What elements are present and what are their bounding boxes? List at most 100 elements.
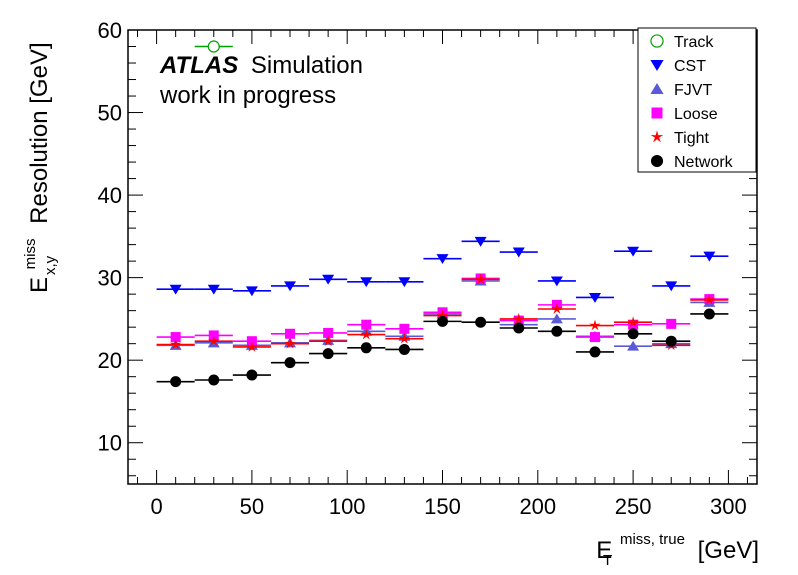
network-point: [627, 328, 639, 340]
legend-marker-tight: [650, 130, 664, 143]
tight-point: [474, 273, 487, 285]
cst-point: [322, 274, 335, 285]
svg-text:E miss Resolution: E miss Resolution [GeV]: [14, 42, 53, 293]
y-tick-label: 50: [98, 101, 122, 126]
x-tick-label: 0: [150, 494, 162, 519]
x-axis-label-base: E: [596, 537, 612, 564]
y-axis-label-sup: miss: [22, 238, 39, 269]
loose-point: [666, 318, 677, 329]
network-point: [665, 335, 677, 347]
atlas-simulation-label: Simulation: [251, 52, 363, 79]
tight-point: [398, 332, 411, 344]
tight-point: [284, 337, 296, 349]
tight-point: [551, 303, 563, 314]
cst-point: [512, 247, 525, 258]
cst-point: [474, 236, 487, 247]
cst-point: [703, 251, 716, 262]
network-point: [551, 325, 563, 337]
tight-point: [246, 340, 258, 352]
network-point: [513, 322, 525, 334]
cst-point: [588, 292, 601, 303]
network-point: [208, 374, 220, 386]
x-tick-label: 250: [615, 494, 652, 519]
cst-point: [360, 277, 373, 288]
legend-marker-network: [650, 154, 664, 168]
cst-point: [398, 277, 411, 288]
y-axis-label-base: E: [26, 277, 53, 293]
y-tick-label: 60: [98, 18, 122, 43]
cst-point: [550, 276, 563, 287]
legend-entry-loose: Loose: [651, 106, 718, 123]
legend-label-network: Network: [674, 154, 734, 171]
loose-point: [589, 332, 600, 343]
network-point: [703, 308, 715, 320]
legend-marker-loose: [651, 107, 663, 119]
x-axis-label: E miss, true [GeV]: [596, 523, 759, 564]
series-tight: [156, 273, 729, 352]
network-point: [589, 346, 601, 358]
x-tick-label: 100: [329, 494, 366, 519]
tight-point: [627, 316, 639, 328]
network-point: [437, 315, 448, 327]
cst-point: [207, 284, 220, 295]
network-point: [246, 369, 258, 381]
network-point: [360, 342, 372, 354]
cst-point: [245, 286, 258, 297]
legend-entry-track: Track: [650, 34, 714, 51]
legend-entry-fjvt: FJVT: [650, 82, 712, 99]
legend-label-loose: Loose: [674, 106, 718, 123]
series-track: [194, 40, 233, 53]
data-marks: [156, 40, 729, 388]
cst-point: [627, 246, 640, 257]
loose-point: [628, 319, 639, 330]
legend-entry-tight: Tight: [650, 130, 710, 147]
loose-point: [285, 328, 296, 339]
y-tick-label: 40: [98, 183, 122, 208]
atlas-annotation: ATLAS Simulation: [159, 52, 363, 79]
legend-entry-cst: CST: [650, 58, 706, 75]
tight-point: [322, 335, 334, 347]
legend-label-cst: CST: [674, 58, 706, 75]
legend-box: [637, 27, 757, 173]
atlas-experiment: ATLAS: [159, 52, 238, 79]
tight-point: [169, 338, 182, 350]
y-axis-label: E miss Resolution [GeV] x,y: [14, 42, 59, 293]
loose-point: [361, 319, 372, 330]
network-point: [475, 316, 487, 328]
legend-label-tight: Tight: [674, 130, 710, 147]
series-network: [156, 308, 729, 388]
x-tick-label: 150: [424, 494, 461, 519]
tight-point: [208, 335, 220, 347]
network-point: [322, 348, 334, 360]
legend-entry-network: Network: [650, 154, 734, 171]
cst-point: [284, 281, 297, 292]
loose-point: [399, 323, 410, 334]
y-axis-label-text: Resolution [GeV]: [26, 42, 53, 223]
y-tick-label: 30: [98, 266, 122, 291]
cst-point: [169, 284, 182, 295]
tight-point: [436, 309, 449, 321]
y-tick-label: 20: [98, 348, 122, 373]
loose-point: [170, 332, 181, 343]
y-tick-label: 10: [98, 431, 122, 456]
legend-label-track: Track: [674, 34, 714, 51]
tight-point: [589, 319, 601, 331]
x-tick-label: 200: [519, 494, 556, 519]
legend-label-fjvt: FJVT: [674, 82, 712, 99]
x-axis-label-sup: miss, true: [620, 531, 685, 548]
fjvt-point: [550, 313, 563, 324]
status-label: work in progress: [159, 82, 336, 109]
fjvt-point: [627, 340, 640, 351]
series-cst: [156, 236, 729, 303]
tight-point: [703, 293, 716, 305]
network-point: [398, 343, 410, 355]
x-axis-label-sub: T: [603, 552, 612, 569]
x-tick-label: 50: [240, 494, 264, 519]
network-point: [284, 357, 296, 369]
cst-point: [436, 254, 449, 265]
legend-marker-track: [650, 34, 664, 48]
x-tick-label: 300: [710, 494, 747, 519]
legend-marker-cst: [650, 60, 664, 71]
tight-point: [513, 312, 525, 324]
